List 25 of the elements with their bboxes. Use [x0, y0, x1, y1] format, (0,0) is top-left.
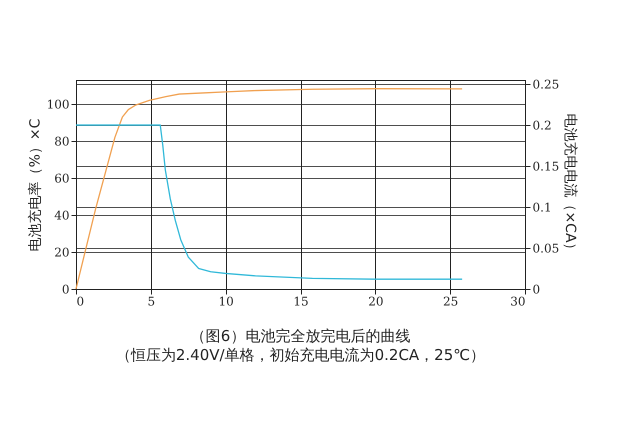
y-axis-title: 电池充电率（%）×C — [28, 118, 44, 252]
x-tick-label: 20 — [368, 294, 384, 308]
text: （图6）电池完全放完电后的曲线 — [190, 327, 410, 345]
y2-tick-label: 0 — [532, 282, 540, 296]
x-tick-label: 5 — [148, 294, 156, 308]
x-tick-label: 25 — [443, 294, 458, 308]
x-tick-label: 30 — [510, 294, 526, 308]
y-tick-label: 0 — [62, 282, 70, 296]
y-tick-label: 20 — [54, 246, 70, 260]
y2-tick-label: 0.05 — [532, 242, 560, 256]
line-series — [75, 88, 463, 290]
y2-tick-label: 0.15 — [532, 160, 560, 174]
x-tick-label: 15 — [293, 294, 309, 308]
y-tick-label: 100 — [46, 98, 70, 112]
y2-tick-label: 0.25 — [532, 78, 560, 92]
y-tick-label: 40 — [54, 208, 70, 223]
x-tick-label: 10 — [218, 294, 234, 308]
line-series — [75, 124, 463, 280]
y2-tick-label: 0.1 — [532, 200, 552, 215]
text: （恒压为2.40V/单格，初始充电电流为0.2CA，25℃） — [116, 346, 486, 364]
x-tick-label: 0 — [76, 294, 84, 308]
y-tick-label: 60 — [54, 172, 70, 186]
y-tick-label: 80 — [54, 134, 70, 149]
y2-tick-label: 0.2 — [532, 118, 552, 133]
y2-axis-title: 电池充电电流（×CA） — [562, 113, 578, 257]
